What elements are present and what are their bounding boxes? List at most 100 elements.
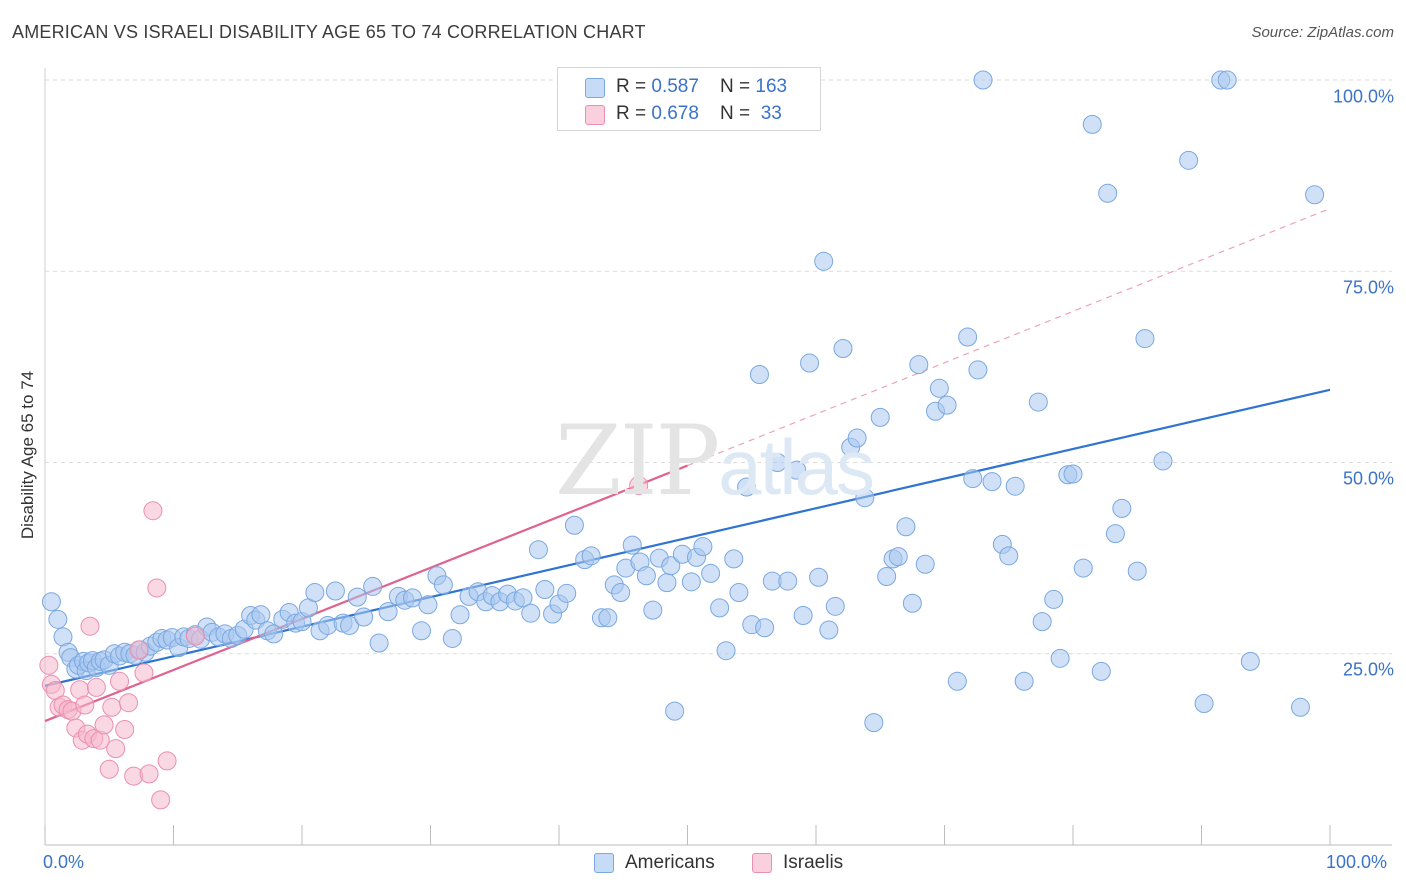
data-point-americans	[581, 546, 601, 566]
data-point-americans	[778, 571, 798, 591]
data-point-israelis	[80, 616, 100, 636]
data-point-americans	[1153, 451, 1173, 471]
axes	[44, 68, 1392, 846]
data-point-americans	[442, 628, 462, 648]
data-point-americans	[354, 607, 374, 627]
data-point-americans	[535, 579, 555, 599]
data-point-americans	[325, 581, 345, 601]
data-point-israelis	[134, 663, 154, 683]
data-point-americans	[793, 606, 813, 625]
data-point-americans	[1179, 150, 1199, 170]
data-point-americans	[855, 488, 875, 508]
data-point-americans	[1194, 693, 1214, 713]
legend-r-value: 0.587	[651, 76, 699, 97]
data-point-americans	[1217, 70, 1237, 90]
data-point-americans	[643, 600, 663, 620]
chart-source: Source: ZipAtlas.com	[1251, 24, 1394, 41]
data-point-americans	[787, 460, 807, 480]
data-point-americans	[737, 477, 757, 497]
data-point-americans	[251, 605, 271, 625]
data-point-americans	[1305, 185, 1325, 205]
data-point-americans	[450, 605, 470, 625]
data-point-americans	[929, 378, 949, 398]
data-point-americans	[1005, 476, 1025, 496]
data-point-americans	[1063, 464, 1083, 484]
y-tick-label: 100.0%	[1332, 86, 1394, 107]
data-point-americans	[1073, 558, 1093, 578]
data-point-americans	[622, 535, 642, 555]
data-point-americans	[968, 360, 988, 380]
data-point-americans	[264, 624, 284, 644]
data-point-israelis	[119, 693, 139, 713]
legend-n-value: 33	[755, 103, 782, 124]
data-point-israelis	[102, 697, 122, 717]
legend-n-label: N =	[720, 103, 756, 124]
legend-row-americans: R = 0.587 N = 163	[558, 73, 820, 101]
data-point-americans	[767, 453, 787, 472]
data-point-americans	[888, 547, 908, 567]
data-point-americans	[657, 573, 677, 593]
data-point-americans	[1112, 498, 1132, 518]
data-point-americans	[521, 603, 541, 623]
data-point-americans	[1290, 697, 1310, 717]
data-point-americans	[1032, 612, 1052, 632]
data-point-israelis	[110, 671, 130, 691]
data-point-americans	[755, 618, 775, 638]
watermark-zip: ZIP	[555, 405, 720, 517]
data-point-americans	[1082, 114, 1102, 134]
x-tick-label: 100.0%	[1326, 852, 1388, 872]
data-point-americans	[1014, 671, 1034, 691]
data-point-americans	[724, 549, 744, 569]
data-point-americans	[800, 353, 820, 373]
data-point-americans	[369, 633, 389, 653]
data-point-americans	[909, 355, 929, 375]
data-point-americans	[982, 472, 1002, 492]
data-point-americans	[1105, 524, 1125, 544]
y-tick-label: 50.0%	[1342, 468, 1394, 489]
data-point-americans	[809, 567, 829, 587]
data-point-americans	[363, 576, 383, 596]
data-point-americans	[1044, 589, 1064, 609]
data-point-americans	[378, 602, 398, 622]
data-point-americans	[716, 641, 736, 661]
data-point-americans	[814, 251, 834, 271]
data-point-americans	[937, 395, 957, 415]
data-point-americans	[681, 572, 701, 592]
data-point-americans	[661, 556, 681, 576]
legend-r-label: R =	[616, 76, 652, 97]
data-point-americans	[340, 615, 360, 635]
data-point-americans	[557, 583, 577, 603]
x-tick-label: 0.0%	[43, 852, 85, 872]
data-point-americans	[833, 339, 853, 359]
data-point-americans	[1127, 561, 1147, 581]
data-point-israelis	[629, 475, 649, 495]
data-point-americans	[915, 554, 935, 574]
data-point-americans	[1098, 183, 1118, 203]
data-point-israelis	[94, 715, 114, 735]
chart-title: AMERICAN VS ISRAELI DISABILITY AGE 65 TO…	[12, 22, 646, 42]
legend-swatch-americans	[585, 78, 605, 98]
data-point-americans	[1135, 329, 1155, 349]
data-point-israelis	[139, 764, 159, 784]
trend-extension-israelis	[687, 207, 1331, 467]
y-tick-label: 25.0%	[1342, 659, 1394, 680]
data-point-americans	[1240, 651, 1260, 671]
legend-n-value: 163	[755, 76, 788, 97]
data-point-americans	[847, 428, 867, 448]
data-point-israelis	[86, 677, 106, 697]
data-point-americans	[710, 598, 730, 618]
data-point-americans	[999, 546, 1019, 566]
data-point-israelis	[157, 751, 177, 771]
legend: R = 0.587 N = 163 R = 0.678 N = 33	[557, 67, 821, 131]
data-point-americans	[870, 407, 890, 427]
data-point-israelis	[147, 578, 167, 598]
data-point-americans	[819, 620, 839, 640]
data-point-americans	[433, 575, 453, 595]
data-point-americans	[564, 515, 584, 535]
data-point-americans	[701, 563, 721, 583]
data-point-israelis	[106, 739, 126, 759]
data-point-americans	[877, 566, 897, 586]
data-point-americans	[412, 621, 432, 641]
data-point-americans	[749, 365, 769, 385]
